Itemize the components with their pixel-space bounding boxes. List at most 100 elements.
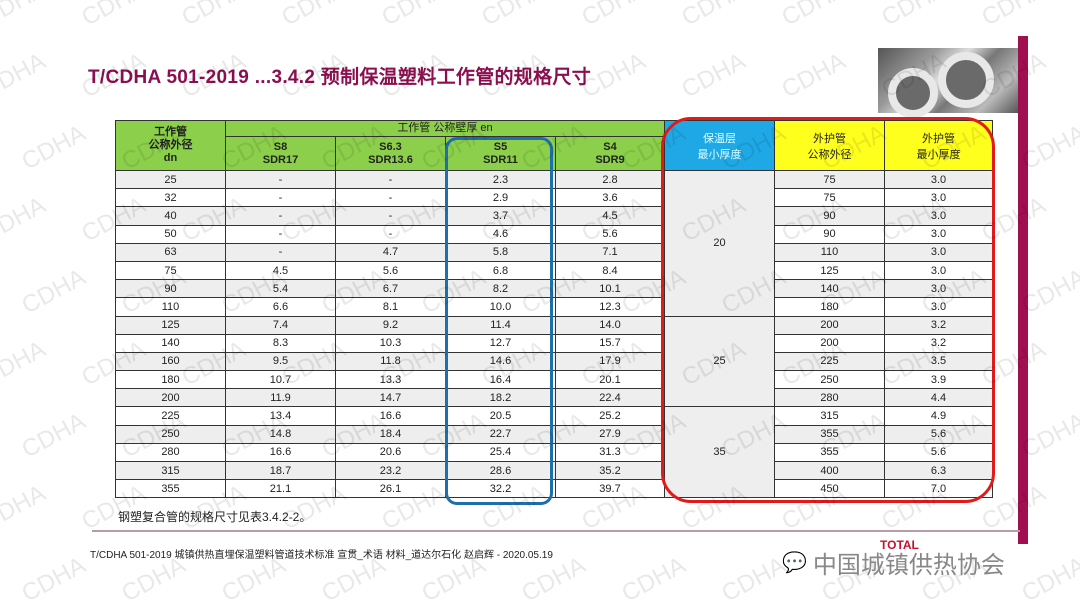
table-cell: 32 [115, 188, 226, 208]
table-cell: 110 [115, 297, 226, 317]
header-text: S5 [493, 140, 508, 153]
table-cell: 18.2 [445, 388, 556, 408]
watermark: CDHA [477, 0, 551, 32]
table-cell: 63 [115, 242, 226, 262]
watermark: CDHA [377, 0, 451, 32]
table-cell: 4.4 [884, 388, 993, 408]
casing-highlight-box [661, 117, 995, 503]
table-cell: 31.3 [555, 442, 665, 463]
table-row: 180 10.7 13.3 16.4 20.1 250 3.9 [115, 370, 993, 390]
table-cell: 3.0 [884, 260, 993, 281]
watermark: CDHA [717, 551, 791, 608]
table-cell: 160 [115, 351, 226, 372]
header-text: SDR11 [483, 153, 518, 166]
table-cell: 4.5 [555, 206, 665, 226]
table-cell: 10.0 [445, 297, 556, 317]
table-cell: 355 [774, 424, 885, 444]
table-cell: 40 [115, 206, 226, 226]
table-cell: 315 [115, 460, 226, 481]
table-row: 110 6.6 8.1 10.0 12.3 180 3.0 [115, 297, 993, 317]
table-cell: 12.3 [555, 297, 665, 317]
table-cell: 4.9 [884, 406, 993, 426]
table-cell: 8.3 [225, 333, 336, 353]
table-cell: 20.6 [335, 442, 446, 463]
header-text: S8 [273, 140, 288, 153]
watermark: CDHA [0, 0, 51, 32]
table-cell: - [225, 206, 336, 226]
header-text: 外护管 [813, 132, 846, 145]
table-cell: 125 [774, 260, 885, 281]
header-text: 工作管 [154, 126, 187, 138]
table-cell: 13.4 [225, 406, 336, 426]
table-cell: 25.4 [445, 442, 556, 463]
table-cell: 8.1 [335, 297, 446, 317]
table-cell: 20.5 [445, 406, 556, 426]
table-cell: 5.6 [555, 224, 665, 244]
header-series: S8 SDR17 [225, 136, 336, 171]
table-row: 280 16.6 20.6 25.4 31.3 355 5.6 [115, 442, 993, 463]
accent-bar [1018, 36, 1028, 544]
table-cell: 22.7 [445, 424, 556, 444]
watermark: CDHA [17, 407, 91, 464]
insulation-thickness: 20 [664, 170, 775, 317]
table-cell: 6.8 [445, 260, 556, 281]
watermark: CDHA [877, 0, 951, 32]
table-cell: 39.7 [555, 479, 665, 499]
table-cell: 21.1 [225, 479, 336, 499]
table-row: 25- -2.3 2.8 20 75 3.0 [115, 169, 993, 317]
watermark: CDHA [617, 551, 691, 608]
table-row: 75 4.5 5.6 6.8 8.4 125 3.0 [115, 260, 993, 281]
footer-divider [92, 530, 1020, 532]
table-cell: 225 [115, 406, 226, 426]
table-cell: 25.2 [555, 406, 665, 426]
table-row: 63-4.7 5.8 7.1 110 3.0 [115, 242, 993, 262]
s5-highlight-box [445, 137, 553, 505]
table-cell: 3.0 [884, 279, 993, 299]
table-cell: 140 [115, 333, 226, 353]
table-note: 钢塑复合管的规格尺寸见表3.4.2-2。 [118, 510, 312, 524]
header-text: 最小厚度 [697, 148, 742, 161]
table-row: 315 18.7 23.2 28.6 35.2 400 6.3 [115, 460, 993, 481]
table-row: 200 11.9 14.7 18.2 22.4 280 4.4 [115, 388, 993, 408]
table-cell: - [335, 206, 446, 226]
table-cell: - [225, 169, 336, 190]
table-cell: - [335, 188, 446, 208]
table-cell: 16.4 [445, 370, 556, 390]
table-cell: 10.3 [335, 333, 446, 353]
table-cell: 4.7 [335, 242, 446, 262]
table-cell: 14.8 [225, 424, 336, 444]
table-cell: 450 [774, 479, 885, 499]
header-text: 外护管 [922, 132, 955, 145]
table-cell: 9.2 [335, 315, 446, 335]
table-cell: 5.6 [335, 260, 446, 281]
table-cell: 20.1 [555, 370, 665, 390]
table-cell: 14.0 [555, 315, 665, 335]
watermark: CDHA [0, 191, 51, 248]
table-cell: 11.8 [335, 351, 446, 372]
spec-table: 工作管 公称外径 dn 工作管 公称壁厚 en 保温层 最小厚度 外护管 公称外径 外护管 最小厚… [115, 120, 993, 499]
watermark: CDHA [177, 0, 251, 32]
header-text: SDR9 [595, 153, 625, 166]
header-text: 保温层 [703, 132, 736, 145]
table-cell: 9.5 [225, 351, 336, 372]
table-cell: 12.7 [445, 333, 556, 353]
watermark: CDHA [777, 47, 851, 104]
total-logo: TOTAL [880, 538, 919, 552]
table-cell: 35.2 [555, 460, 665, 481]
table-cell: 75 [115, 260, 226, 281]
table-cell: 8.4 [555, 260, 665, 281]
header-text: SDR17 [262, 153, 299, 166]
header-text: 公称外径 [148, 139, 193, 151]
table-cell: 125 [115, 315, 226, 335]
table-cell: 250 [115, 424, 226, 444]
table-cell: 11.4 [445, 315, 556, 335]
header-casing-od: 外护管 公称外径 [774, 120, 885, 171]
table-cell: 4.5 [225, 260, 336, 281]
table-cell: 90 [115, 279, 226, 299]
watermark: CDHA [0, 479, 51, 536]
table-cell: 6.7 [335, 279, 446, 299]
slide-title: T/CDHA 501-2019 ...3.4.2 预制保温塑料工作管的规格尺寸 [88, 67, 591, 88]
table-row: 40- -3.7 4.5 90 3.0 [115, 206, 993, 226]
footer-text: T/CDHA 501-2019 城镇供热直埋保温塑料管道技术标准 宣贯_术语 材… [90, 550, 553, 561]
watermark: CDHA [0, 47, 51, 104]
